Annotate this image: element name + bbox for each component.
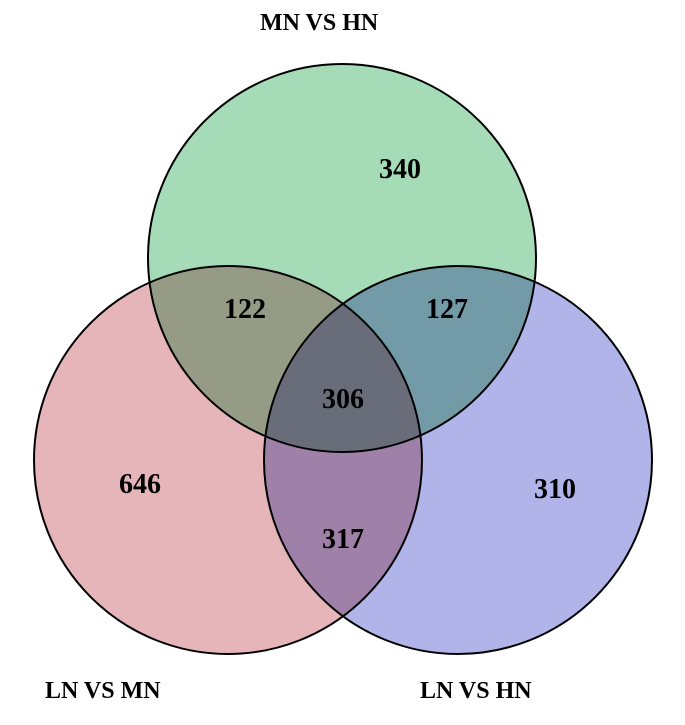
region-center: 306 xyxy=(322,384,364,416)
region-left-right: 317 xyxy=(322,524,364,556)
set-label-right: LN VS HN xyxy=(420,678,532,705)
venn-diagram: MN VS HN LN VS MN LN VS HN 340 646 310 1… xyxy=(0,0,685,725)
region-top-only: 340 xyxy=(379,154,421,186)
region-top-left: 122 xyxy=(224,294,266,326)
region-left-only: 646 xyxy=(119,469,161,501)
set-label-top: MN VS HN xyxy=(260,10,378,37)
region-top-right: 127 xyxy=(426,294,468,326)
region-right-only: 310 xyxy=(534,474,576,506)
set-label-left: LN VS MN xyxy=(45,678,161,705)
